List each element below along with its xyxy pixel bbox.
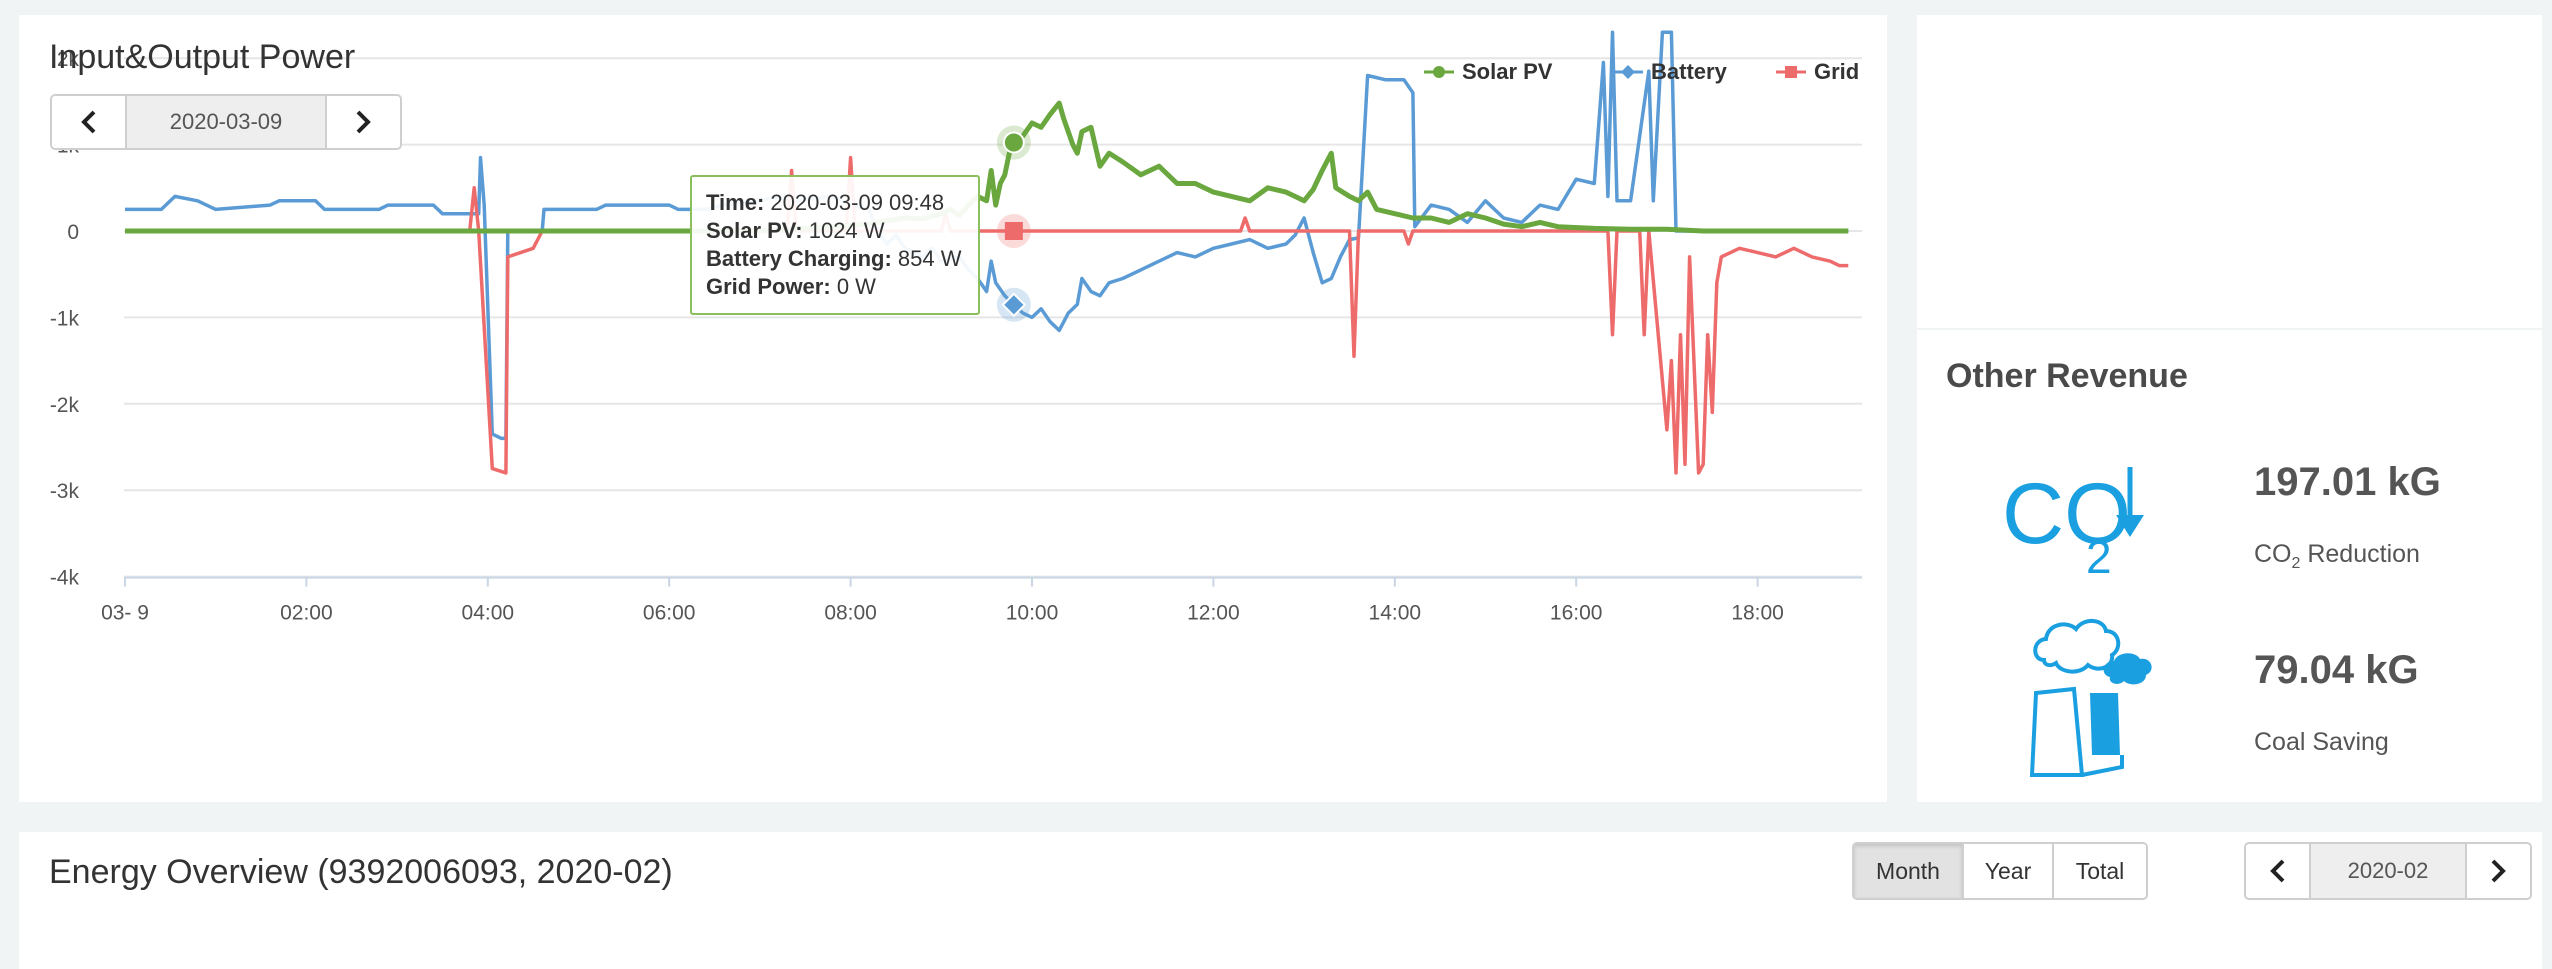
chevron-right-icon [2492, 859, 2507, 883]
prev-date-button[interactable] [52, 96, 125, 148]
legend-grid[interactable]: Grid [1776, 59, 1859, 85]
co2-down-icon: CO 2 [2002, 466, 2144, 575]
tooltip-solar: Solar PV: 1024 W [706, 218, 885, 243]
svg-text:CO: CO [2002, 466, 2131, 562]
legend-battery[interactable]: Battery [1613, 59, 1727, 85]
y-tick-label: -4k [50, 567, 80, 590]
x-tick-label: 06:00 [643, 602, 696, 625]
energy-prev-button[interactable] [2246, 844, 2309, 898]
x-tick-label: 08:00 [824, 602, 877, 625]
series-line-battery [125, 30, 1849, 441]
legend-label: Grid [1814, 59, 1860, 84]
series-line-grid [125, 155, 1849, 475]
coal-saving-value: 79.04 kG [2254, 648, 2419, 692]
energy-next-button[interactable] [2467, 844, 2530, 898]
x-tick-label: 04:00 [462, 602, 515, 625]
x-tick-label: 12:00 [1187, 602, 1240, 625]
hover-point-battery [1001, 292, 1027, 318]
tooltip-grid: Grid Power: 0 W [706, 274, 876, 299]
y-tick-label: -2k [50, 394, 80, 417]
y-tick-label: 2k [57, 48, 80, 71]
x-tick-label: 18:00 [1731, 602, 1784, 625]
chevron-left-icon [2269, 859, 2284, 883]
power-date-nav: 2020-03-09 [50, 94, 402, 150]
energy-title: Energy Overview (9392006093, 2020-02) [49, 853, 673, 891]
legend-label: Solar PV [1462, 59, 1553, 84]
y-tick-label: 0 [67, 221, 79, 244]
next-date-button[interactable] [327, 96, 400, 148]
hover-point-grid [1004, 222, 1023, 240]
period-tabs: Month Year Total [1852, 842, 2148, 900]
chevron-right-icon [357, 110, 372, 134]
hover-point-solar [1002, 131, 1025, 154]
blank-panel [1917, 15, 2542, 328]
power-date-display[interactable]: 2020-03-09 [125, 96, 327, 148]
coal-plant-icon [2029, 619, 2152, 777]
x-tick-label: 16:00 [1550, 602, 1603, 625]
legend-circle-icon [1424, 66, 1454, 78]
x-tick-label: 10:00 [1006, 602, 1059, 625]
co2-reduction-value: 197.01 kG [2254, 460, 2441, 504]
y-tick-label: -1k [50, 307, 80, 330]
tab-year[interactable]: Year [1962, 844, 2052, 898]
legend-solar-pv[interactable]: Solar PV [1424, 59, 1552, 85]
x-tick-label: 02:00 [280, 602, 333, 625]
energy-date-display[interactable]: 2020-02 [2309, 844, 2467, 898]
tooltip-time: Time: 2020-03-09 09:48 [706, 190, 945, 215]
tab-total[interactable]: Total [2052, 844, 2146, 898]
chevron-left-icon [80, 110, 95, 134]
x-tick-label: 14:00 [1369, 602, 1422, 625]
y-tick-label: -3k [50, 480, 80, 503]
energy-overview-panel: Energy Overview (9392006093, 2020-02) Mo… [19, 832, 2542, 969]
chart-tooltip: Time: 2020-03-09 09:48 Solar PV: 1024 W … [690, 175, 980, 315]
revenue-title: Other Revenue [1946, 357, 2188, 395]
power-title: Input&Output Power [49, 38, 356, 76]
tooltip-battery: Battery Charging: 854 W [706, 246, 962, 271]
legend-diamond-icon [1613, 65, 1643, 79]
legend-square-icon [1776, 66, 1806, 78]
other-revenue-panel: Other Revenue CO 2 197.01 kG CO2 Reducti… [1917, 330, 2542, 802]
legend-label: Battery [1651, 59, 1727, 84]
co2-reduction-label: CO2 Reduction [2254, 540, 2420, 572]
svg-text:2: 2 [2086, 531, 2112, 575]
tab-month[interactable]: Month [1854, 844, 1962, 898]
energy-date-nav: 2020-02 [2244, 842, 2532, 900]
x-tick-label: 03- 9 [101, 602, 149, 625]
coal-saving-label: Coal Saving [2254, 728, 2389, 756]
